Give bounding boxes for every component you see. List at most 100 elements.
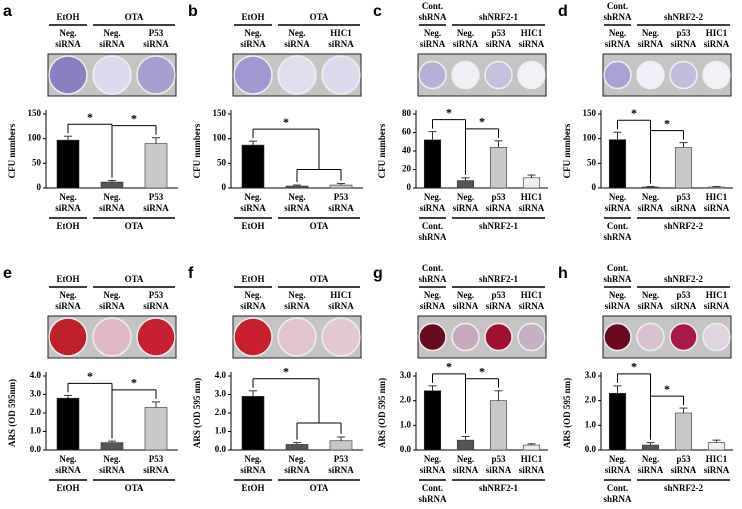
group-label: OTA <box>125 483 144 493</box>
header-category: Neg. <box>424 290 441 300</box>
header-category: siRNA <box>55 39 81 49</box>
header-category: Neg. <box>424 28 441 38</box>
header-category: siRNA <box>453 39 479 49</box>
header-category: siRNA <box>420 39 446 49</box>
x-tick-label: siRNA <box>240 465 266 475</box>
plate-well <box>321 317 361 357</box>
bar <box>144 407 168 451</box>
y-tick-label: 3.0 <box>400 370 412 380</box>
y-tick-label: 40 <box>402 145 412 155</box>
header-category: HIC1 <box>706 28 728 38</box>
group-label: Cont. <box>607 1 628 11</box>
bar <box>56 139 80 189</box>
plate-well <box>136 317 176 357</box>
sig-star: * <box>479 115 485 129</box>
bar <box>489 400 508 451</box>
plate-well <box>48 317 88 357</box>
x-tick-label: siRNA <box>420 465 446 475</box>
y-tick-label: 20 <box>402 164 412 174</box>
x-tick-label: siRNA <box>671 203 697 213</box>
header-category: siRNA <box>605 39 631 49</box>
bar <box>285 444 309 451</box>
sig-star: * <box>131 111 137 125</box>
panel-letter: e <box>3 265 12 282</box>
group-label: OTA <box>125 12 144 22</box>
y-tick-label: 60 <box>402 127 412 137</box>
x-tick-label: siRNA <box>486 203 512 213</box>
header-category: siRNA <box>704 39 730 49</box>
header-category: siRNA <box>519 301 545 311</box>
plate-well <box>451 60 480 90</box>
y-tick-label: 50 <box>217 157 227 167</box>
header-category: HIC1 <box>521 290 543 300</box>
group-label: Cont. <box>422 263 443 273</box>
panel-letter: b <box>188 3 198 20</box>
bar <box>456 180 475 189</box>
error-bar <box>428 131 437 140</box>
group-label: EtOH <box>56 221 79 231</box>
bar <box>329 184 353 189</box>
group-label: shNRF2-2 <box>664 12 704 22</box>
y-axis-label: CFU numbers <box>377 123 387 178</box>
y-tick-label: 50 <box>32 157 42 167</box>
error-bar <box>461 177 470 181</box>
group-label: OTA <box>125 221 144 231</box>
x-tick-label: Neg. <box>457 192 474 202</box>
y-tick-label: 1.0 <box>215 426 227 436</box>
x-tick-label: HIC1 <box>521 454 543 464</box>
group-label: Cont. <box>607 263 628 273</box>
header-category: Neg. <box>642 290 659 300</box>
y-tick-label: 0.0 <box>30 444 42 454</box>
bar <box>285 185 309 189</box>
plate-well <box>636 60 665 90</box>
header-category: siRNA <box>671 301 697 311</box>
group-label: EtOH <box>241 483 264 493</box>
header-category: HIC1 <box>521 28 543 38</box>
header-category: Neg. <box>103 28 120 38</box>
plate-well <box>277 317 317 357</box>
error-bar <box>494 390 503 401</box>
group-label: Cont. <box>422 221 443 231</box>
panel-letter: c <box>373 3 382 20</box>
x-tick-label: P53 <box>149 192 164 202</box>
x-tick-label: Neg. <box>642 192 659 202</box>
sig-star: * <box>479 365 485 379</box>
error-bar <box>679 142 688 148</box>
plate-well <box>484 60 513 90</box>
x-tick-label: siRNA <box>605 465 631 475</box>
x-tick-label: siRNA <box>519 465 545 475</box>
error-bar <box>494 140 503 148</box>
error-bar <box>613 385 622 394</box>
x-tick-label: HIC1 <box>706 454 728 464</box>
y-axis-label: ARS (OD 595 nm) <box>192 378 202 448</box>
error-bar <box>108 180 116 183</box>
bar <box>707 442 726 451</box>
y-tick-label: 3.0 <box>215 389 227 399</box>
plate-well <box>233 317 273 357</box>
error-bar <box>428 385 437 391</box>
header-category: p53 <box>491 28 506 38</box>
sig-star: * <box>87 369 93 383</box>
x-tick-label: Neg. <box>59 192 76 202</box>
plate-well <box>418 60 447 90</box>
bar <box>144 143 168 189</box>
y-tick-label: 0 <box>407 182 412 192</box>
header-category: Neg. <box>609 28 626 38</box>
header-category: siRNA <box>55 301 81 311</box>
group-label: Cont. <box>422 483 443 493</box>
y-axis-label: CFU numbers <box>192 123 202 178</box>
sig-star: * <box>631 360 637 374</box>
bar <box>674 147 693 189</box>
error-bar <box>249 140 257 146</box>
bar <box>522 177 541 189</box>
header-category: siRNA <box>143 39 169 49</box>
header-category: HIC1 <box>330 28 352 38</box>
header-category: siRNA <box>240 39 266 49</box>
y-axis-label: ARS (OD 595 nm) <box>562 378 572 448</box>
error-bar <box>527 174 536 178</box>
group-label: shNRF2-1 <box>479 12 519 22</box>
group-label: OTA <box>310 221 329 231</box>
plate-well <box>517 322 546 352</box>
sig-star: * <box>283 115 289 129</box>
error-bar <box>152 401 160 408</box>
